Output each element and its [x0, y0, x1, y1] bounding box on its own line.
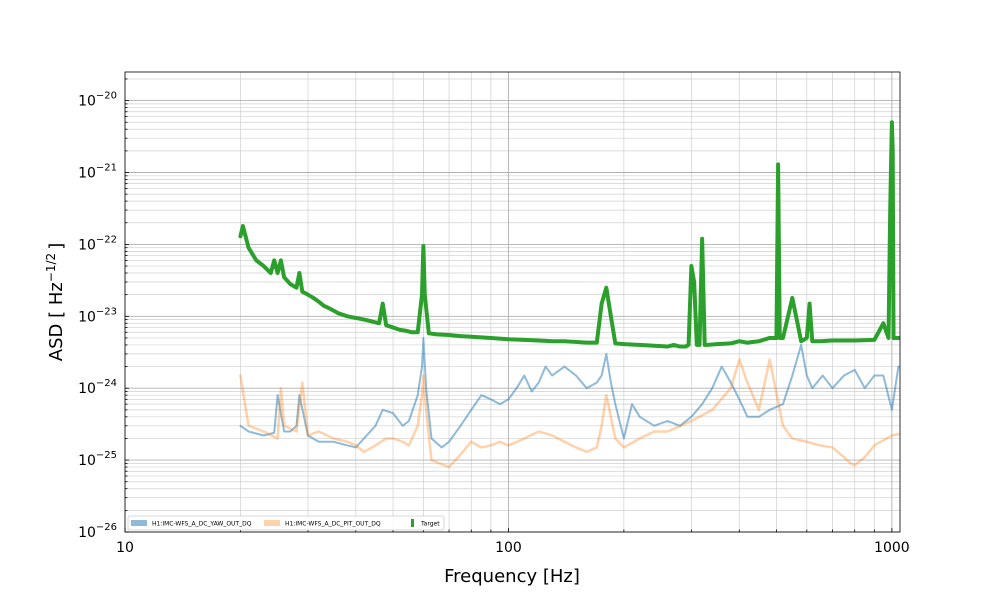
legend-label-pit: H1:IMC-WFS_A_DC_PIT_OUT_DQ: [285, 521, 381, 528]
y-tick-exp: −24: [96, 378, 117, 389]
legend: H1:IMC-WFS_A_DC_YAW_OUT_DQ H1:IMC-WFS_A_…: [127, 515, 445, 531]
y-tick-label: 10−26: [78, 522, 117, 541]
y-tick-exp: −26: [96, 522, 117, 533]
x-tick-label: 100: [495, 540, 522, 556]
series-line-2: [238, 120, 900, 349]
y-tick-base: 10: [78, 525, 96, 541]
y-tick-label: 10−21: [78, 163, 117, 182]
y-tick-base: 10: [78, 381, 96, 397]
legend-swatch-target: [411, 519, 414, 527]
x-tick-label: 10: [116, 540, 134, 556]
y-tick-exp: −21: [96, 163, 117, 174]
y-tick-exp: −22: [96, 234, 117, 245]
series-line-1: [239, 358, 900, 469]
y-tick-exp: −25: [96, 450, 117, 461]
x-tick-label: 1000: [874, 540, 910, 556]
legend-box: [127, 515, 445, 531]
y-axis-label-base: ASD [ Hz: [46, 282, 67, 361]
plot-background: [125, 72, 900, 532]
y-axis-label: ASD [ Hz−1/2]: [44, 243, 67, 361]
series-line-0: [239, 336, 900, 449]
y-tick-label: 10−22: [78, 234, 117, 253]
y-tick-base: 10: [78, 237, 96, 253]
x-axis-label: Frequency [Hz]: [444, 566, 580, 587]
grid-minor: [125, 72, 900, 532]
y-axis-label-tail: ]: [46, 243, 67, 250]
y-axis-label-exp: −1/2: [44, 253, 58, 282]
y-tick-label: 10−20: [78, 91, 117, 110]
y-tick-exp: −20: [96, 91, 117, 102]
y-tick-label: 10−25: [78, 450, 117, 469]
y-tick-base: 10: [78, 453, 96, 469]
legend-label-yaw: H1:IMC-WFS_A_DC_YAW_OUT_DQ: [152, 521, 252, 528]
y-tick-label: 10−24: [78, 378, 117, 397]
y-tick-label: 10−23: [78, 306, 117, 325]
y-tick-base: 10: [78, 309, 96, 325]
y-tick-base: 10: [78, 94, 96, 110]
x-axis-ticks: 10 100 1000: [116, 528, 910, 556]
series-layer: [238, 120, 900, 469]
plot-frame: [124, 71, 901, 533]
legend-label-target: Target: [420, 521, 440, 528]
y-tick-exp: −23: [96, 306, 117, 317]
legend-swatch-yaw: [131, 520, 147, 526]
y-tick-base: 10: [78, 166, 96, 182]
legend-swatch-pit: [264, 520, 280, 526]
